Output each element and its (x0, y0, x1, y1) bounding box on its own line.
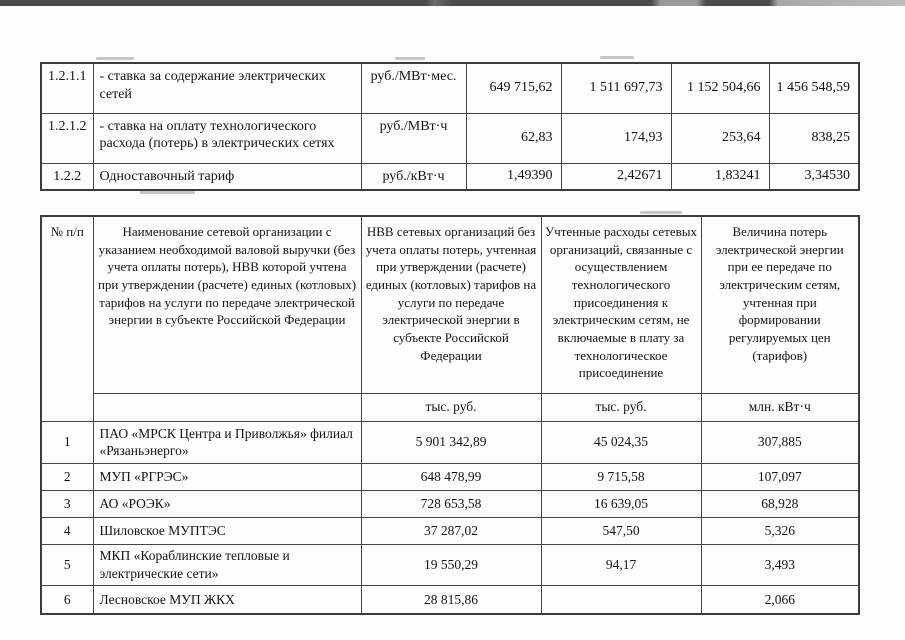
units-losses: млн. кВт·ч (700, 392, 860, 422)
org-losses: 3,493 (700, 543, 860, 586)
tariff-row: 1.2.1.1 - ставка за содержание электриче… (40, 62, 860, 114)
row-value: 174,93 (560, 112, 672, 164)
org-nvv: 37 287,02 (360, 516, 542, 545)
org-row: 5 МКП «Кораблинские тепловые и электриче… (40, 543, 860, 586)
scan-smudge (140, 191, 195, 194)
row-name: - ставка за содержание электрических сет… (92, 62, 362, 114)
col-header-nvv: НВВ сетевых организаций без учета оплаты… (360, 215, 542, 394)
org-nvv: 28 815,86 (360, 584, 542, 615)
row-value: 1 152 504,66 (670, 62, 770, 114)
org-name: Лесновское МУП ЖКХ (92, 584, 362, 615)
col-header-tech: Учтенные расходы сетевых организаций, св… (540, 215, 702, 394)
org-nvv: 728 653,58 (360, 489, 542, 518)
row-value: 1 456 548,59 (768, 62, 860, 114)
col-header-name: Наименование сетевой организации с указа… (92, 215, 362, 394)
org-row: 6 Лесновское МУП ЖКХ 28 815,86 2,066 (40, 584, 860, 615)
org-row: 2 МУП «РГРЭС» 648 478,99 9 715,58 107,09… (40, 462, 860, 491)
org-number: 3 (40, 489, 94, 518)
row-value: 62,83 (465, 112, 562, 164)
org-summary-table: № п/п Наименование сетевой организации с… (40, 215, 860, 615)
tariff-continuation-table: 1.2.1.1 - ставка за содержание электриче… (40, 62, 860, 191)
row-code: 1.2.1.2 (40, 112, 94, 164)
scan-smudge (640, 211, 682, 214)
org-row: 1 ПАО «МРСК Центра и Приволжья» филиал «… (40, 420, 860, 464)
scan-smudge (395, 57, 425, 60)
org-nvv: 19 550,29 (360, 543, 542, 586)
row-value: 3,34530 (768, 162, 860, 191)
row-value: 1 511 697,73 (560, 62, 672, 114)
row-unit: руб./МВт·ч (360, 112, 467, 164)
row-unit: руб./кВт·ч (360, 162, 467, 191)
org-tech (540, 584, 702, 615)
org-losses: 107,097 (700, 462, 860, 491)
org-losses: 2,066 (700, 584, 860, 615)
org-losses: 68,928 (700, 489, 860, 518)
row-unit: руб./МВт·мес. (360, 62, 467, 114)
org-name: МУП «РГРЭС» (92, 462, 362, 491)
col-header-num: № п/п (40, 215, 94, 422)
tariff-row: 1.2.2 Одноставочный тариф руб./кВт·ч 1,4… (40, 162, 860, 191)
row-value: 649 715,62 (465, 62, 562, 114)
units-row: тыс. руб. тыс. руб. млн. кВт·ч (41, 392, 860, 422)
org-nvv: 648 478,99 (360, 462, 542, 491)
row-code: 1.2.1.1 (40, 62, 94, 114)
row-name: - ставка на оплату технологического расх… (92, 112, 362, 164)
units-empty-cell (92, 392, 362, 422)
header-row: № п/п Наименование сетевой организации с… (40, 215, 860, 422)
org-tech: 547,50 (540, 516, 702, 545)
org-losses: 5,326 (700, 516, 860, 545)
org-tech: 45 024,35 (540, 420, 702, 464)
row-name: Одноставочный тариф (92, 162, 362, 191)
units-nvv: тыс. руб. (360, 392, 542, 422)
row-value: 2,42671 (560, 162, 672, 191)
org-number: 1 (40, 420, 94, 464)
units-tech: тыс. руб. (540, 392, 702, 422)
row-value: 838,25 (768, 112, 860, 164)
col-header-losses: Величина потерь электрической энергии пр… (700, 215, 860, 394)
org-row: 4 Шиловское МУПТЭС 37 287,02 547,50 5,32… (40, 516, 860, 545)
org-tech: 94,17 (540, 543, 702, 586)
scan-smudge (96, 57, 134, 60)
org-number: 5 (40, 543, 94, 586)
tariff-row: 1.2.1.2 - ставка на оплату технологическ… (40, 112, 860, 164)
org-name: АО «РОЭК» (92, 489, 362, 518)
org-number: 2 (40, 462, 94, 491)
row-code: 1.2.2 (40, 162, 94, 191)
org-number: 6 (40, 584, 94, 615)
row-value: 253,64 (670, 112, 770, 164)
org-tech: 9 715,58 (540, 462, 702, 491)
scan-smudge (600, 56, 634, 59)
org-number: 4 (40, 516, 94, 545)
row-value: 1,49390 (465, 162, 562, 191)
org-name: ПАО «МРСК Центра и Приволжья» филиал «Ря… (92, 420, 362, 464)
org-tech: 16 639,05 (540, 489, 702, 518)
org-name: Шиловское МУПТЭС (92, 516, 362, 545)
org-losses: 307,885 (700, 420, 860, 464)
org-nvv: 5 901 342,89 (360, 420, 542, 464)
scan-edge-artifact (0, 0, 905, 6)
org-name: МКП «Кораблинские тепловые и электрическ… (92, 543, 362, 586)
row-value: 1,83241 (670, 162, 770, 191)
org-row: 3 АО «РОЭК» 728 653,58 16 639,05 68,928 (40, 489, 860, 518)
